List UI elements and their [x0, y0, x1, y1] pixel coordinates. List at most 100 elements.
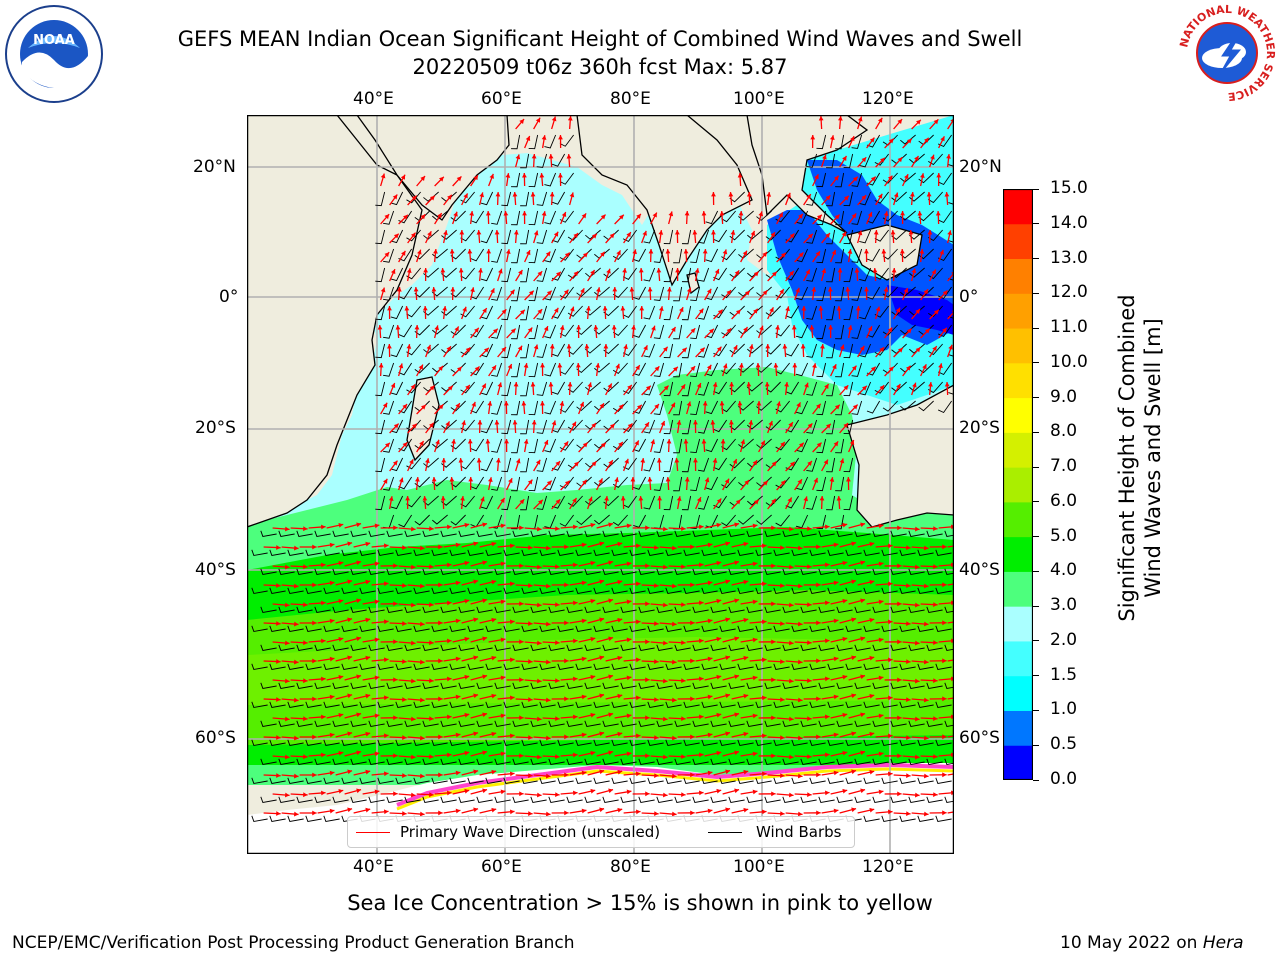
wind-barb: [643, 381, 656, 396]
wind-barb: [746, 568, 763, 575]
wave-direction-arrowhead: [654, 404, 659, 409]
wind-barb: [260, 530, 277, 537]
wind-barb: [485, 625, 502, 632]
colorbar-tick-label: 10.0: [1050, 351, 1088, 372]
colorbar-tick-label: 1.0: [1050, 699, 1078, 720]
wind-barb: [756, 514, 772, 525]
wave-direction-arrowhead: [698, 308, 704, 314]
wind-barb: [431, 663, 448, 670]
map-panel: [246, 114, 955, 855]
wave-direction-arrowhead: [807, 792, 812, 798]
wind-barb: [843, 381, 854, 397]
wind-barb: [656, 530, 673, 537]
wave-direction-arrowhead: [491, 365, 497, 371]
wave-direction-arrowhead: [411, 716, 416, 722]
wind-barb: [467, 625, 484, 632]
wave-direction-arrowhead: [374, 713, 380, 719]
wind-barb: [458, 720, 475, 727]
wind-barb: [775, 248, 790, 261]
wave-direction-arrow: [947, 811, 954, 814]
wind-barb: [375, 457, 386, 473]
wave-direction-arrowhead: [500, 523, 506, 529]
wave-direction-arrowhead: [798, 811, 803, 817]
wave-direction-arrowhead: [608, 712, 614, 718]
wave-direction-arrowhead: [293, 583, 299, 589]
wave-direction-arrowhead: [365, 655, 371, 661]
wave-direction-arrowhead: [690, 772, 695, 778]
wave-direction-arrowhead: [870, 366, 876, 372]
wind-barb: [845, 739, 862, 746]
wind-barb: [935, 815, 952, 822]
wave-direction-arrowhead: [563, 289, 569, 295]
wind-barb: [530, 720, 547, 727]
wind-barb: [713, 419, 728, 433]
wave-direction-arrowhead: [914, 792, 920, 798]
wind-barb: [782, 796, 799, 803]
wind-barb: [620, 720, 637, 727]
wind-barb: [899, 587, 916, 594]
wave-direction-arrowhead: [559, 401, 565, 406]
wind-barb: [690, 438, 701, 454]
wave-direction-arrowhead: [413, 287, 419, 292]
wind-barb: [432, 438, 448, 449]
footer-branch: NCEP/EMC/Verification Post Processing Pr…: [12, 933, 575, 953]
wave-direction-arrowhead: [545, 545, 551, 551]
wave-direction-arrowhead: [782, 344, 788, 349]
wind-barb: [710, 682, 727, 689]
wave-direction-arrowhead: [411, 602, 416, 608]
wind-barb: [575, 701, 592, 708]
wave-direction-arrowhead: [411, 792, 416, 798]
wave-direction-arrowhead: [734, 598, 740, 604]
wave-direction-arrowhead: [698, 714, 704, 720]
wave-direction-arrowhead: [681, 602, 686, 608]
wind-barb: [738, 514, 754, 525]
wave-direction-arrowhead: [438, 734, 443, 740]
wave-direction-arrowhead: [555, 499, 561, 505]
wave-direction-arrowhead: [441, 458, 447, 463]
wave-direction-arrowhead: [735, 309, 741, 315]
wave-direction-arrowhead: [711, 192, 716, 197]
wave-direction-arrowhead: [755, 363, 761, 368]
wave-direction-arrowhead: [824, 638, 830, 644]
wave-direction-arrowhead: [581, 770, 587, 776]
wave-direction-arrowhead: [878, 713, 884, 719]
wind-barb: [390, 457, 404, 472]
wind-barb: [377, 701, 394, 708]
wind-barb: [800, 720, 817, 727]
wind-barb: [859, 267, 872, 282]
wind-barb: [611, 587, 628, 594]
wave-direction-arrowhead: [479, 192, 485, 198]
wind-barb: [937, 286, 953, 300]
wind-barb: [530, 568, 547, 575]
wave-and-wind-vectors: [251, 115, 954, 822]
wind-barb: [863, 625, 880, 632]
wave-direction-arrowhead: [431, 287, 437, 292]
wave-direction-arrowhead: [402, 811, 407, 816]
wave-direction-arrowhead: [303, 564, 308, 570]
wave-direction-arrowhead: [746, 382, 752, 387]
colorbar-tick-label: 6.0: [1050, 490, 1078, 511]
wind-barb: [305, 777, 322, 784]
wave-direction-arrowhead: [519, 639, 524, 645]
wave-direction-arrowhead: [438, 696, 443, 702]
wave-direction-arrowhead: [377, 325, 383, 330]
wave-direction-arrowhead: [293, 811, 299, 817]
wind-barb: [375, 495, 386, 511]
wind-barb: [633, 324, 647, 338]
wave-direction-arrowhead: [707, 542, 713, 548]
wave-direction-arrowhead: [347, 807, 353, 813]
wave-direction-arrowhead: [393, 563, 398, 569]
wave-direction-arrowhead: [734, 750, 740, 756]
wind-barb: [816, 172, 827, 188]
wave-direction-arrowhead: [447, 524, 452, 530]
wave-direction-arrowhead: [663, 526, 668, 532]
wind-barb: [816, 210, 827, 226]
wave-direction-arrowhead: [347, 541, 353, 547]
wind-barb: [836, 682, 853, 689]
wind-barb: [359, 777, 376, 784]
wave-direction-arrowhead: [614, 477, 619, 483]
wave-direction-arrowhead: [599, 769, 605, 775]
wave-direction-arrowhead: [423, 268, 429, 273]
wind-barb: [557, 777, 574, 784]
wave-direction-arrowhead: [743, 541, 749, 547]
